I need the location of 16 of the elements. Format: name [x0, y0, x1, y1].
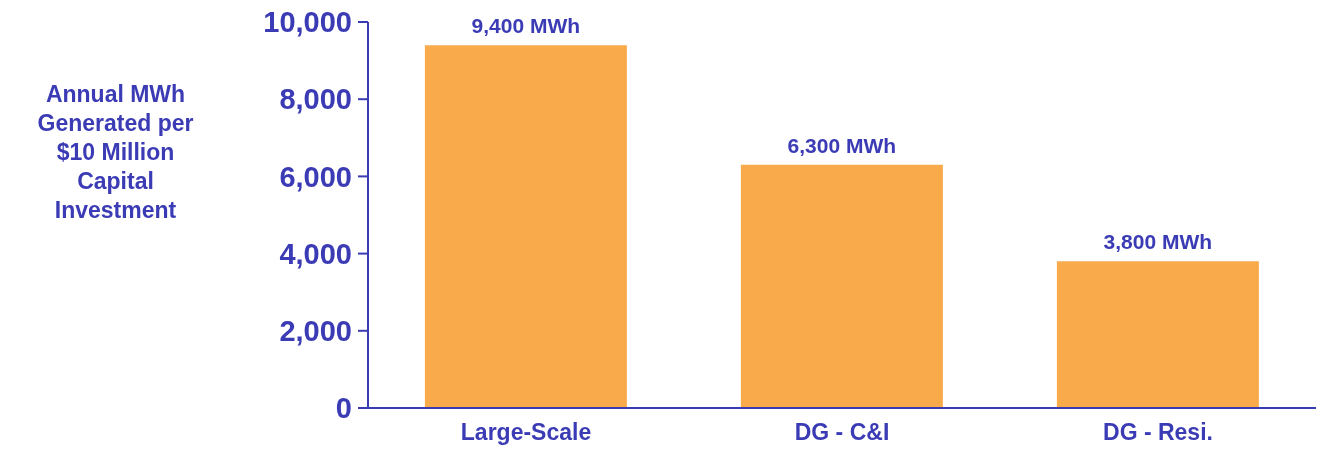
y-tick-label: 4,000 [279, 237, 352, 270]
y-tick-label: 2,000 [279, 315, 352, 348]
bar [424, 45, 627, 408]
data-label: 6,300 MWh [787, 133, 897, 157]
x-tick-label: Large-Scale [460, 419, 592, 446]
bar [1056, 261, 1259, 408]
y-axis-title: Annual MWh Generated per $10 Million Capital Investment [36, 80, 195, 225]
y-tick-label: 8,000 [279, 83, 352, 116]
x-tick-label: DG - Resi. [1103, 419, 1213, 446]
data-label: 9,400 MWh [471, 14, 581, 38]
bar [740, 164, 943, 408]
y-tick-label: 10,000 [263, 6, 352, 39]
data-label: 3,800 MWh [1103, 230, 1213, 254]
y-tick-label: 6,000 [279, 160, 352, 193]
x-tick-label: DG - C&I [794, 419, 890, 446]
y-tick-label: 0 [335, 392, 352, 425]
